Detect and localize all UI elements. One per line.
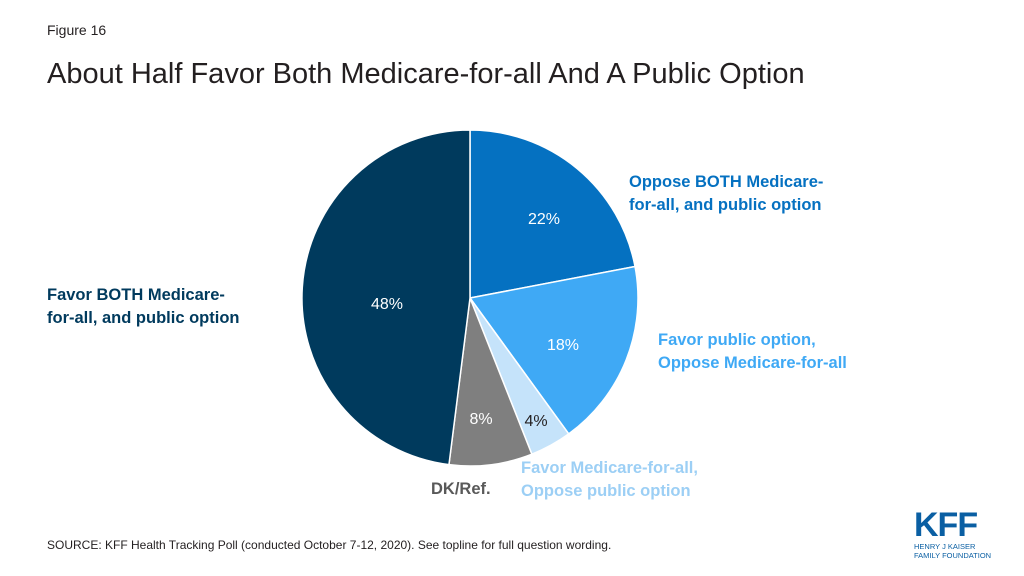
legend-favor-public-line2: Oppose Medicare-for-all [658,354,847,372]
legend-favor-medicare-line2: Oppose public option [521,482,691,500]
pie-data-label-1: 22% [528,211,560,228]
legend-dk-ref: DK/Ref. [431,480,491,498]
legend-favor-both-line2: for-all, and public option [47,309,240,327]
pie-data-label-5: 48% [371,296,403,313]
pie-data-label-2: 18% [547,337,579,354]
logo-line2: FAMILY FOUNDATION [914,551,992,560]
logo-line1: HENRY J KAISER [914,542,976,551]
source-note: SOURCE: KFF Health Tracking Poll (conduc… [47,538,612,552]
pie-slice-5 [301,129,471,466]
legend-favor-public-line1: Favor public option, [658,331,816,349]
legend-favor-both-line1: Favor BOTH Medicare- [47,286,225,304]
figure-label: Figure 16 [47,22,107,38]
legend-favor-public: Favor public option, Oppose Medicare-for… [658,329,847,375]
legend-favor-medicare: Favor Medicare-for-all, Oppose public op… [521,457,698,503]
legend-oppose-both: Oppose BOTH Medicare- for-all, and publi… [629,171,823,217]
legend-oppose-both-line2: for-all, and public option [629,196,822,214]
pie-data-label-3: 4% [524,413,547,430]
pie-data-label-4: 8% [469,411,492,428]
legend-favor-both: Favor BOTH Medicare- for-all, and public… [47,284,239,330]
logo-mark: KFF [914,506,978,544]
page-title: About Half Favor Both Medicare-for-all A… [47,58,805,90]
kff-logo: KFF HENRY J KAISER FAMILY FOUNDATION [914,508,994,560]
legend-oppose-both-line1: Oppose BOTH Medicare- [629,173,824,191]
pie-slice-1 [469,129,636,299]
legend-favor-medicare-line1: Favor Medicare-for-all, [521,459,698,477]
pie-slice-2 [468,265,639,435]
